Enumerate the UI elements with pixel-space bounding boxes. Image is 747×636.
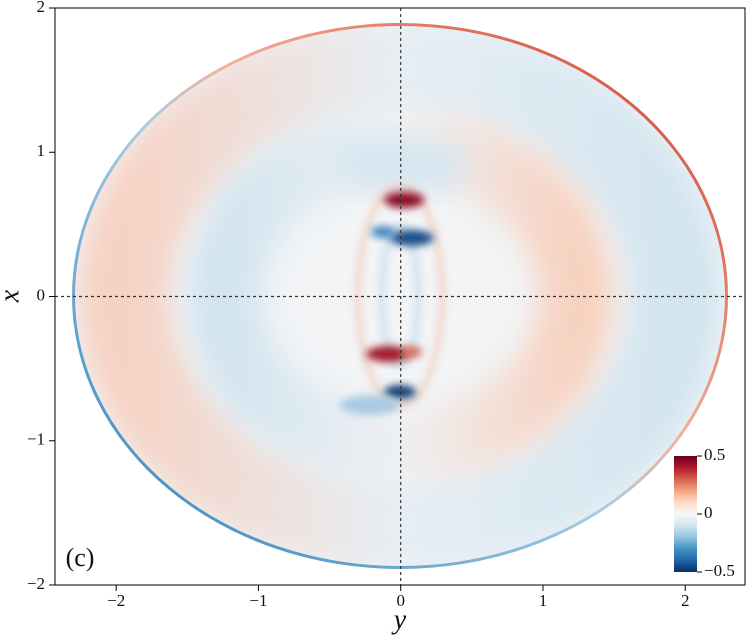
x-axis-label: y [391, 604, 407, 635]
x-tick-label: −2 [107, 591, 125, 610]
panel-label: (c) [66, 543, 95, 572]
colorbar-tick-label: −0.5 [704, 561, 735, 580]
y-axis-label: x [0, 289, 25, 303]
x-tick-label: 0 [396, 591, 405, 610]
colorbar-tick-label: 0.5 [704, 445, 725, 464]
y-tick-label: −2 [27, 574, 45, 593]
x-tick-label: 2 [681, 591, 690, 610]
colorbar [674, 456, 697, 572]
colorbar-tick-label: 0 [704, 503, 713, 522]
y-tick-label: 2 [37, 0, 46, 16]
x-tick-label: 1 [539, 591, 548, 610]
y-tick-label: 0 [37, 285, 46, 304]
y-tick-label: −1 [27, 430, 45, 449]
y-tick-label: 1 [37, 141, 46, 160]
x-tick-label: −1 [249, 591, 267, 610]
